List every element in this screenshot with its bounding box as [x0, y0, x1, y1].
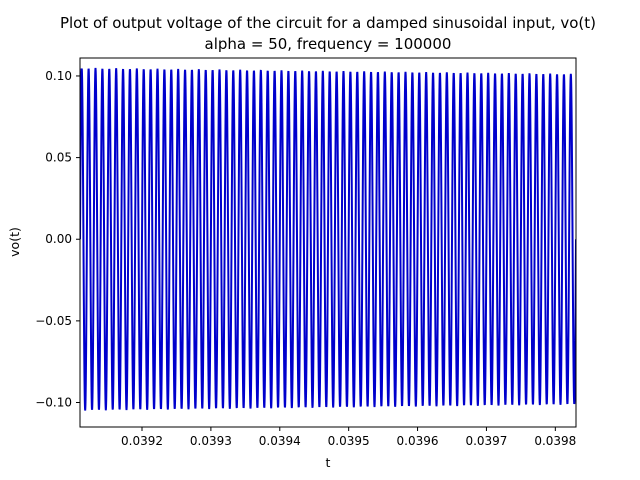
x-axis-label: t	[326, 455, 331, 470]
chart-title: Plot of output voltage of the circuit fo…	[60, 14, 596, 32]
x-tick-label: 0.0393	[190, 434, 232, 448]
x-tick-label: 0.0394	[259, 434, 301, 448]
y-tick-label: −0.10	[35, 396, 72, 410]
chart-subtitle: alpha = 50, frequency = 100000	[205, 35, 452, 53]
x-tick-label: 0.0397	[465, 434, 507, 448]
x-tick-label: 0.0395	[328, 434, 370, 448]
x-tick-label: 0.0392	[121, 434, 163, 448]
x-axis: 0.0392 0.0393 0.0394 0.0395 0.0396 0.0397 0.03…	[121, 427, 576, 448]
y-tick-label: 0.10	[45, 69, 72, 83]
y-tick-label: −0.05	[35, 314, 72, 328]
axes-frame	[79, 57, 577, 428]
x-tick-label: 0.0398	[534, 434, 576, 448]
series-line-vo	[80, 67, 576, 411]
plot-area	[79, 57, 577, 428]
y-tick-label: 0.00	[45, 232, 72, 246]
x-tick-label: 0.0396	[397, 434, 439, 448]
y-axis-label: vo(t)	[7, 227, 22, 257]
y-axis: 0.10 0.05 0.00 −0.05 −0.10	[35, 69, 80, 410]
y-tick-label: 0.05	[45, 151, 72, 165]
